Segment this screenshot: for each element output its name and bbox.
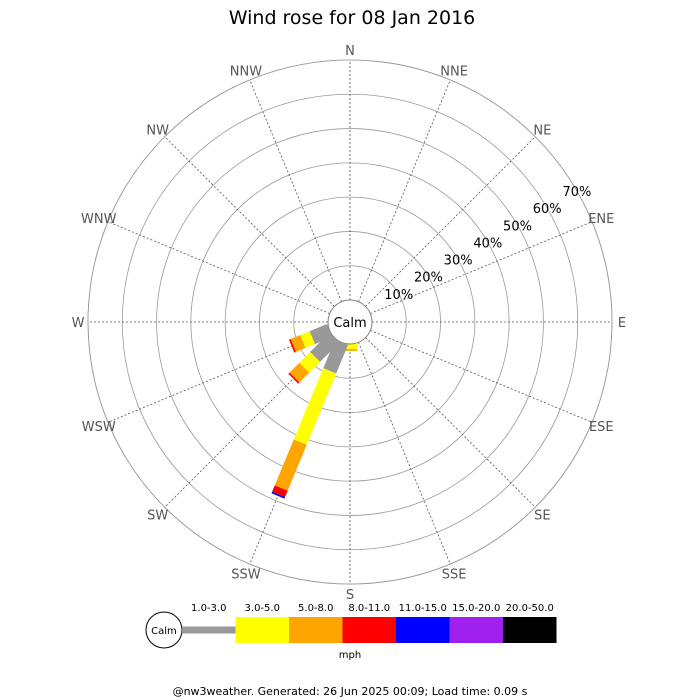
direction-labels: N NNE NE ENE E ESE SE SSE S SSW SW WSW W WNW NW NNW [72, 44, 627, 603]
ring-label-10%: 10% [384, 288, 413, 303]
legend-swatch-15.0-20.0 [449, 617, 503, 643]
legend-swatch-5.0-8.0 [289, 617, 343, 643]
spoke-ESE [370, 330, 593, 423]
direction-label-NNE: NNE [440, 65, 468, 80]
direction-label-SSW: SSW [231, 567, 261, 582]
ring-30% [224, 196, 476, 448]
direction-spokes [88, 60, 612, 584]
calm-circle [327, 299, 373, 345]
spoke-NW [164, 136, 335, 307]
spoke-SSE [358, 342, 451, 565]
ring-10% [293, 265, 407, 379]
bar-SW-5.0-8.0 [289, 362, 310, 383]
bar-WSW-1.0-3.0 [309, 324, 333, 345]
ring-labels: 10%20%30%40%50%60%70% [384, 185, 591, 303]
bar-WSW-5.0-8.0 [290, 335, 306, 352]
ring-label-50%: 50% [503, 219, 532, 234]
ring-50% [156, 128, 544, 516]
direction-label-NE: NE [533, 124, 551, 139]
footer-text: @nw3weather. Generated: 26 Jun 2025 00:0… [173, 685, 528, 698]
outer-ring [87, 59, 613, 585]
bar-SW-3.0-5.0 [299, 352, 320, 373]
spoke-NE [365, 136, 536, 307]
legend-label-8.0-11.0: 8.0-11.0 [348, 603, 390, 614]
bar-SSW-11.0-15.0 [271, 491, 286, 499]
bar-SSW-1.0-3.0 [323, 339, 348, 374]
legend-label-15.0-20.0: 15.0-20.0 [452, 603, 500, 614]
direction-label-WNW: WNW [81, 212, 117, 227]
direction-label-NNW: NNW [230, 65, 262, 80]
ring-label-40%: 40% [473, 236, 502, 251]
legend-swatch-8.0-11.0 [342, 617, 396, 643]
spoke-SE [365, 337, 536, 508]
legend-label-11.0-15.0: 11.0-15.0 [399, 603, 447, 614]
legend-label-5.0-8.0: 5.0-8.0 [298, 603, 333, 614]
direction-label-ESE: ESE [589, 420, 614, 435]
chart-title: Wind rose for 08 Jan 2016 [229, 7, 476, 29]
legend-unit: mph [339, 650, 361, 661]
legend-label-3.0-5.0: 3.0-5.0 [245, 603, 280, 614]
ring-label-70%: 70% [562, 185, 591, 200]
ring-label-20%: 20% [414, 271, 443, 286]
calm-center: Calm [327, 299, 373, 345]
legend-swatch-20.0-50.0 [503, 617, 557, 643]
bar-WSW-8.0-11.0 [289, 339, 296, 353]
direction-label-SW: SW [147, 508, 168, 523]
speed-legend: Calm 1.0-3.0 3.0-5.0 5.0-8.0 8.0-11.0 11.0-15… [145, 603, 557, 661]
direction-label-W: W [72, 316, 85, 331]
direction-label-SSE: SSE [442, 567, 467, 582]
bar-SW-1.0-3.0 [310, 332, 340, 362]
direction-label-NW: NW [146, 124, 169, 139]
direction-label-SE: SE [534, 508, 550, 523]
legend-label-1.0-3.0: 1.0-3.0 [191, 603, 226, 614]
spoke-ENE [370, 221, 593, 314]
calm-label: Calm [333, 316, 366, 331]
direction-label-ENE: ENE [588, 212, 614, 227]
ring-label-30%: 30% [444, 254, 473, 269]
spoke-NNW [249, 79, 342, 302]
ring-label-60%: 60% [533, 202, 562, 217]
wind-bars [271, 324, 357, 499]
bar-SSW-8.0-11.0 [272, 485, 288, 497]
direction-label-N: N [345, 44, 355, 59]
bar-S-5.0-8.0 [343, 349, 357, 351]
legend-swatch-11.0-15.0 [396, 617, 450, 643]
bar-SSW-3.0-5.0 [293, 368, 337, 445]
legend-swatch-3.0-5.0 [235, 617, 289, 643]
bar-WSW-3.0-5.0 [300, 331, 315, 348]
legend-calm-label: Calm [151, 626, 177, 637]
bar-SW-8.0-11.0 [288, 372, 300, 384]
direction-label-E: E [618, 316, 626, 331]
spoke-NNE [358, 79, 451, 302]
legend-label-20.0-50.0: 20.0-50.0 [506, 603, 554, 614]
legend-swatch-1.0-3.0 [182, 626, 236, 634]
spoke-WNW [107, 221, 330, 314]
bar-SSW-5.0-8.0 [274, 439, 307, 491]
direction-label-S: S [346, 588, 354, 603]
direction-label-WSW: WSW [82, 420, 116, 435]
